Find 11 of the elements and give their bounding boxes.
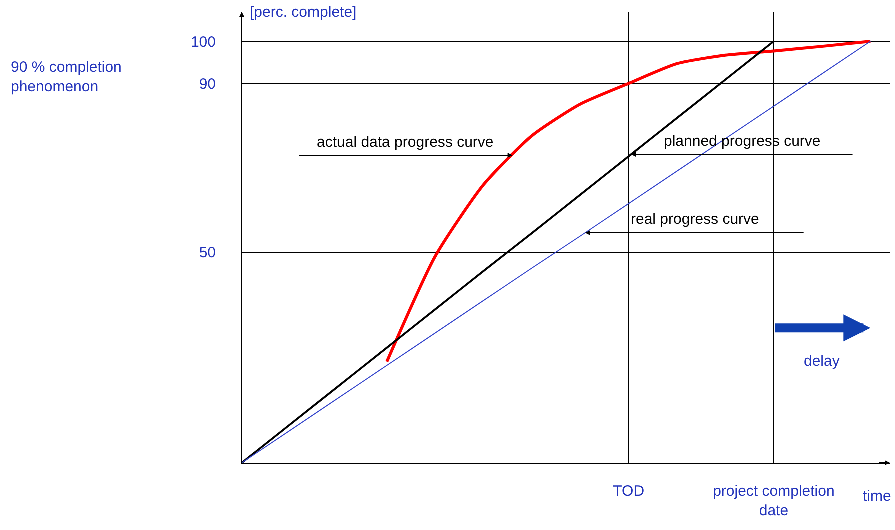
y-axis-title: [perc. complete] — [250, 4, 357, 21]
x-tick-label: project completion date — [713, 483, 835, 520]
x-tick-label: TOD — [613, 483, 645, 500]
text: 90 % completion phenomenon — [11, 59, 122, 96]
y-tick-label: 90 — [199, 76, 216, 93]
annotation: delay — [804, 353, 840, 370]
x-axis-title: time — [863, 488, 892, 505]
y-tick-label: 100 — [190, 34, 216, 51]
series-label: actual data progress curve — [317, 134, 494, 151]
y-tick-label: 50 — [199, 244, 216, 262]
series-label: real progress curve — [631, 211, 760, 228]
